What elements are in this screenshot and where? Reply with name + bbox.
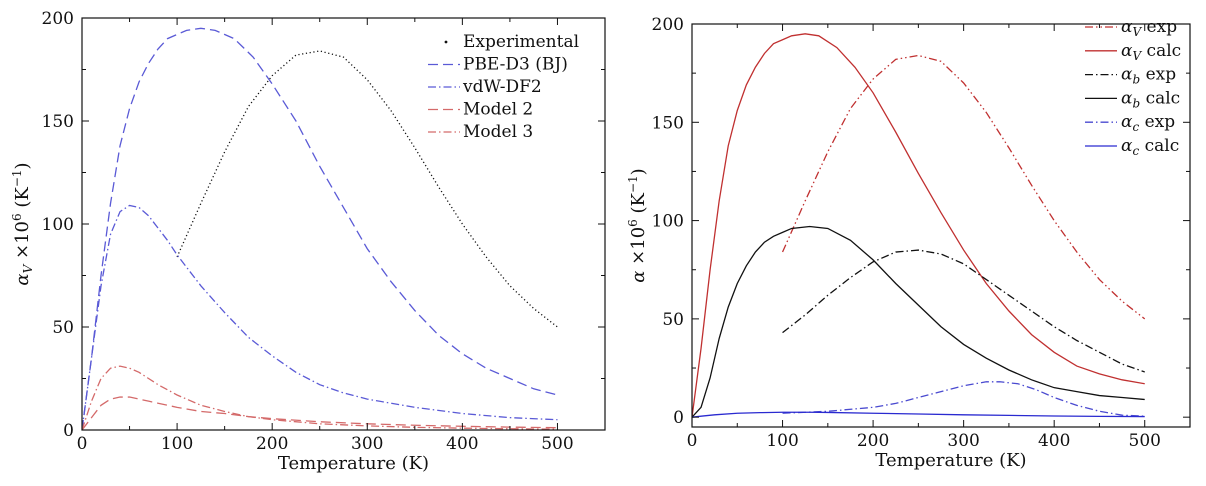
series-line-4 [82, 396, 558, 430]
legend-label: vdW-DF2 [462, 77, 542, 97]
y-tick-label: 0 [63, 421, 74, 441]
legend-label: Experimental [463, 32, 579, 52]
plot-frame [691, 23, 1191, 428]
legend-label: PBE-D3 (BJ) [463, 55, 568, 75]
series-group [692, 33, 1146, 418]
y-tick-label: 100 [42, 215, 74, 235]
x-tick-label: 300 [947, 431, 979, 451]
y-tick-label: 200 [652, 15, 684, 35]
x-tick-label: 200 [857, 431, 889, 451]
series-line-5 [782, 381, 1145, 417]
series-line-5 [82, 365, 558, 430]
x-tick-label: 0 [687, 431, 698, 451]
legend-label: αc calc [1121, 136, 1179, 158]
y-tick-label: 0 [673, 408, 684, 428]
series-line-2 [82, 27, 558, 430]
series-group [82, 27, 558, 430]
y-tick-label: 50 [52, 318, 74, 338]
series-line-1 [781, 54, 1146, 320]
legend-label: αc exp [1121, 112, 1175, 134]
legend-label: Model 2 [463, 100, 533, 120]
series-line-3 [82, 204, 558, 430]
chart-panel-1: 0 100 200 300 400 500050100150200Temperature … [10, 9, 606, 474]
series-line-3 [782, 249, 1145, 373]
x-tick-label: 400 [1038, 431, 1070, 451]
x-axis-title: Temperature (K) [278, 453, 429, 474]
y-tick-label: 200 [42, 9, 74, 29]
series-line-1 [176, 50, 558, 328]
x-tick-label: 500 [541, 434, 573, 454]
series-line-6 [692, 411, 1145, 418]
legend-label: αV calc [1121, 41, 1181, 63]
x-axis-title: Temperature (K) [875, 450, 1026, 471]
legend-swatch [444, 40, 448, 44]
y-axis-title: αV ×106 (K−1) [10, 162, 35, 285]
x-tick-label: 300 [351, 434, 383, 454]
y-tick-label: 50 [662, 310, 684, 330]
y-tick-label: 150 [42, 112, 74, 132]
x-tick-label: 200 [256, 434, 288, 454]
legend: Experimental PBE-D3 (BJ)vdW-DF2 Model 2Mod… [428, 32, 579, 142]
series-line-4 [692, 225, 1145, 418]
y-tick-label: 150 [652, 113, 684, 133]
chart-panel-2: 0 100 200 300 400 500050100150200Temperature … [626, 15, 1191, 471]
legend-label: αb exp [1121, 65, 1176, 87]
legend-label: αV exp [1121, 17, 1177, 39]
x-tick-label: 500 [1129, 431, 1161, 451]
x-tick-label: 400 [446, 434, 478, 454]
y-tick-label: 100 [652, 212, 684, 232]
y-axis-title: α ×106 (K−1) [626, 168, 649, 282]
series-line-2 [692, 33, 1145, 418]
x-tick-label: 100 [161, 434, 193, 454]
legend-label: Model 3 [463, 122, 533, 142]
legend-label: αb calc [1121, 88, 1180, 110]
x-tick-label: 0 [77, 434, 88, 454]
x-tick-label: 100 [766, 431, 798, 451]
